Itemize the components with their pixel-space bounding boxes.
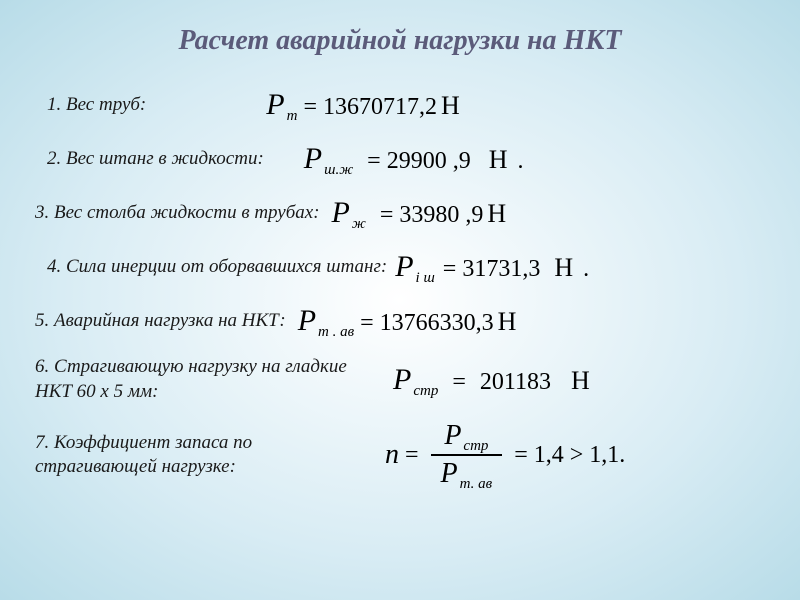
row-5: 5. Аварийная нагрузка на НКТ: P т . ав =… xyxy=(35,301,765,341)
sub-5: т . ав xyxy=(318,324,354,341)
label-4: 4. Сила инерции от оборвавшихся штанг: xyxy=(47,256,387,278)
dot-4: . xyxy=(583,256,589,283)
eq-2: = xyxy=(367,148,381,175)
bot-sub-7: т. ав xyxy=(460,476,493,493)
var-1: P xyxy=(266,88,284,122)
label-5: 5. Аварийная нагрузка на НКТ: xyxy=(35,310,286,332)
sub-4: i ш xyxy=(416,270,435,287)
formula-5: P т . ав = 13766330,3 Н xyxy=(298,304,517,338)
formula-7: n = P стр P т. ав = 1,4 > 1,1. xyxy=(385,418,625,492)
row-2: 2. Вес штанг в жидкости: P ш.ж = 29900 ,… xyxy=(35,139,765,179)
sub-2: ш.ж xyxy=(324,162,353,179)
formula-3: P ж = 33980 ,9 Н xyxy=(332,196,507,230)
var-6: P xyxy=(393,363,411,397)
compare-7: > 1,1. xyxy=(570,442,626,469)
var-7: n xyxy=(385,439,399,471)
eq-5: = xyxy=(360,310,374,337)
row-6: 6. Страгивающую нагрузку на гладкие НКТ … xyxy=(35,355,765,404)
eq-7a: = xyxy=(405,442,419,469)
unit-4: Н xyxy=(554,253,573,283)
fraction-7: P стр P т. ав xyxy=(431,418,503,492)
row-4: 4. Сила инерции от оборвавшихся штанг: P… xyxy=(35,247,765,287)
val-1: 13670717,2 xyxy=(323,94,437,121)
dot-2: . xyxy=(517,148,523,175)
top-var-7: P xyxy=(444,420,461,452)
label-2: 2. Вес штанг в жидкости: xyxy=(47,148,264,170)
label-3: 3. Вес столба жидкости в трубах: xyxy=(35,202,320,224)
formula-1: P т = 13670717,2 Н xyxy=(266,88,460,122)
val-3: 33980 ,9 xyxy=(399,202,483,229)
var-4: P xyxy=(395,250,413,284)
label-6: 6. Страгивающую нагрузку на гладкие НКТ … xyxy=(35,355,375,404)
unit-3: Н xyxy=(487,199,506,229)
val-4: 31731,3 xyxy=(462,256,540,283)
unit-6: Н xyxy=(571,366,590,396)
unit-2: Н xyxy=(489,145,508,175)
unit-1: Н xyxy=(441,91,460,121)
eq-4: = xyxy=(443,256,457,283)
sub-6: стр xyxy=(413,383,438,400)
var-5: P xyxy=(298,304,316,338)
sub-3: ж xyxy=(352,216,366,233)
eq-6: = xyxy=(452,369,466,396)
formula-4: P i ш = 31731,3 Н . xyxy=(395,250,589,284)
val-7: 1,4 xyxy=(534,442,564,469)
label-1: 1. Вес труб: xyxy=(47,94,146,116)
bot-var-7: P xyxy=(441,458,458,490)
formula-2: P ш.ж = 29900 ,9 Н . xyxy=(304,142,524,176)
row-7: 7. Коэффициент запаса по страгивающей на… xyxy=(35,418,765,492)
var-2: P xyxy=(304,142,322,176)
eq-3: = xyxy=(380,202,394,229)
val-5: 13766330,3 xyxy=(380,310,494,337)
frac-top-7: P стр xyxy=(434,418,498,454)
val-2: 29900 ,9 xyxy=(387,148,471,175)
slide-title: Расчет аварийной нагрузки на НКТ xyxy=(35,25,765,57)
formula-6: P стр = 201183 Н xyxy=(393,363,590,397)
label-7: 7. Коэффициент запаса по страгивающей на… xyxy=(35,431,375,480)
eq-1: = xyxy=(303,94,317,121)
row-1: 1. Вес труб: P т = 13670717,2 Н xyxy=(35,85,765,125)
eq-7b: = xyxy=(514,442,528,469)
row-3: 3. Вес столба жидкости в трубах: P ж = 3… xyxy=(35,193,765,233)
var-3: P xyxy=(332,196,350,230)
unit-5: Н xyxy=(498,307,517,337)
frac-bot-7: P т. ав xyxy=(431,456,503,492)
val-6: 201183 xyxy=(480,369,551,396)
top-sub-7: стр xyxy=(463,438,488,455)
sub-1: т xyxy=(287,108,298,125)
